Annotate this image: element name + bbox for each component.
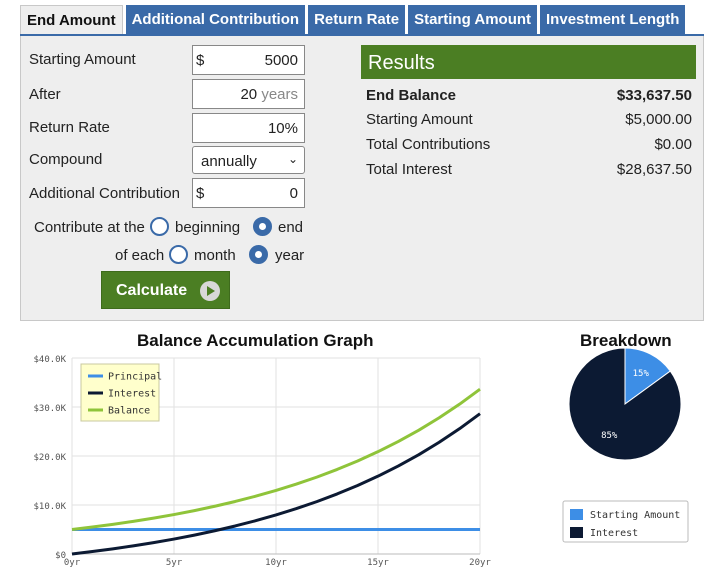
of-each-label: of each	[115, 247, 165, 264]
radio-end[interactable]	[253, 217, 272, 236]
compound-value: annually	[201, 153, 257, 170]
percent-unit: %	[284, 120, 298, 137]
pie-slice-starting-amount	[624, 347, 672, 405]
y-tick-label: $20.0K	[33, 453, 66, 463]
legend-entry: Balance	[108, 406, 150, 417]
pie-legend-entry: Starting Amount	[590, 510, 680, 521]
y-tick-label: $10.0K	[33, 502, 66, 512]
total-contributions-label: Total Contributions	[366, 136, 491, 153]
pie-legend-entry: Interest	[590, 528, 638, 539]
line-chart-title: Balance Accumulation Graph	[137, 331, 374, 350]
tab-underline	[20, 34, 704, 36]
tab-return-rate[interactable]: Return Rate	[308, 5, 406, 35]
radio-month-label: month	[194, 247, 236, 264]
radio-year-label: year	[275, 247, 305, 264]
series-line-balance	[71, 387, 481, 531]
legend-entry: Principal	[108, 372, 162, 383]
x-tick-label: 0yr	[64, 558, 81, 568]
pie-slice-label: 15%	[633, 369, 650, 379]
legend-entry: Interest	[108, 389, 156, 400]
after-value: 20	[240, 86, 258, 103]
results-header: Results	[361, 45, 696, 79]
total-contributions-value: $0.00	[654, 136, 692, 153]
pie-slice-label: 85%	[601, 431, 618, 441]
radio-beginning-label: beginning	[175, 219, 241, 236]
calculate-label: Calculate	[116, 282, 188, 299]
total-interest-value: $28,637.50	[616, 161, 692, 178]
after-unit: years	[261, 86, 298, 103]
tab-investment-length[interactable]: Investment Length	[540, 5, 686, 35]
x-tick-label: 20yr	[469, 558, 491, 568]
pie-chart-title: Breakdown	[580, 331, 672, 350]
compound-select[interactable]: annually ⌄	[192, 146, 305, 174]
series-line-interest	[71, 412, 481, 556]
x-tick-label: 10yr	[265, 558, 287, 568]
end-balance-label: End Balance	[366, 87, 457, 104]
balance-accumulation-chart: $0 $10.0K $20.0K $30.0K $40.0K 0yr 5yr 10yr 15yr…	[33, 355, 491, 568]
radio-year[interactable]	[249, 245, 268, 264]
currency-prefix: $	[196, 185, 205, 202]
after-input[interactable]: 20 years	[192, 79, 305, 109]
contribute-at-label: Contribute at the	[34, 219, 145, 236]
pie-legend-swatch	[570, 509, 583, 520]
breakdown-pie-chart: 15% 85% Starting Amount Interest	[562, 347, 689, 543]
chevron-down-icon: ⌄	[287, 152, 298, 166]
y-tick-label: $40.0K	[33, 355, 66, 365]
after-label: After	[29, 86, 61, 103]
end-balance-value: $33,637.50	[616, 87, 692, 104]
radio-month[interactable]	[169, 245, 188, 264]
radio-end-label: end	[278, 219, 304, 236]
tab-end-amount[interactable]: End Amount	[20, 5, 123, 36]
x-tick-label: 5yr	[166, 558, 183, 568]
starting-amount-label: Starting Amount	[29, 51, 136, 68]
tab-additional-contribution[interactable]: Additional Contribution	[125, 5, 306, 35]
result-starting-amount-label: Starting Amount	[366, 111, 473, 128]
additional-contribution-label: Additional Contribution	[29, 185, 180, 202]
additional-contribution-input[interactable]: $ 0	[192, 178, 305, 208]
y-tick-label: $30.0K	[33, 404, 66, 414]
y-tick-label: $0	[55, 551, 66, 561]
return-rate-value: 10	[267, 120, 285, 137]
additional-contribution-value: 0	[289, 185, 298, 202]
pie-legend-swatch	[570, 527, 583, 538]
x-tick-label: 15yr	[367, 558, 389, 568]
compound-label: Compound	[29, 151, 103, 168]
starting-amount-value: 5000	[264, 52, 298, 69]
return-rate-label: Return Rate	[29, 119, 110, 136]
radio-beginning[interactable]	[150, 217, 169, 236]
return-rate-input[interactable]: 10%	[192, 113, 305, 143]
pie-slice-interest	[568, 347, 682, 461]
result-starting-amount-value: $5,000.00	[625, 111, 692, 128]
calculate-button[interactable]: Calculate	[101, 271, 230, 309]
currency-prefix: $	[196, 52, 205, 69]
play-icon	[200, 281, 220, 301]
starting-amount-input[interactable]: $ 5000	[192, 45, 305, 75]
tab-starting-amount[interactable]: Starting Amount	[408, 5, 538, 35]
tab-bar: End Amount Additional Contribution Retur…	[20, 5, 688, 36]
pie-legend-box	[562, 500, 689, 543]
total-interest-label: Total Interest	[366, 161, 452, 178]
